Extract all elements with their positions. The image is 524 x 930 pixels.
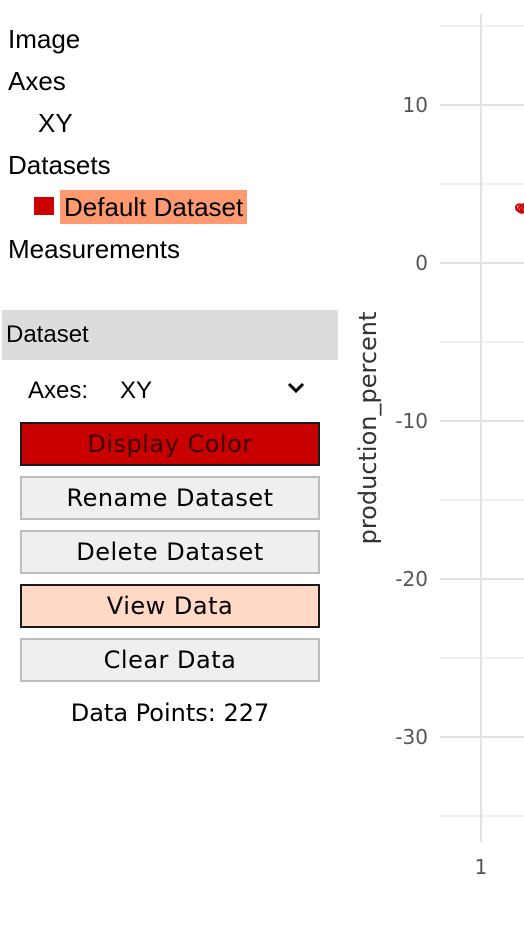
axes-select-value[interactable]: XY bbox=[120, 377, 153, 404]
tree-item-default-dataset[interactable]: Default Dataset bbox=[60, 190, 248, 224]
scatter-plot[interactable]: 10 0 -10 -20 -30 1 production_percent bbox=[340, 0, 524, 930]
y-tick-label: -10 bbox=[395, 409, 428, 433]
clear-data-button[interactable]: Clear Data bbox=[20, 638, 320, 682]
y-tick-label: 10 bbox=[403, 93, 428, 117]
axes-select[interactable]: Axes: XY bbox=[28, 374, 310, 408]
y-axis-title: production_percent bbox=[354, 312, 382, 545]
tree-item-measurements[interactable]: Measurements bbox=[8, 234, 180, 264]
dataset-color-swatch bbox=[34, 197, 54, 215]
y-tick-label: 0 bbox=[415, 251, 428, 275]
y-tick-label: -20 bbox=[395, 567, 428, 591]
dataset-panel-header: Dataset bbox=[2, 310, 338, 360]
tree-item-axes[interactable]: Axes bbox=[8, 66, 66, 96]
plot-area[interactable]: 10 0 -10 -20 -30 1 production_percent bbox=[340, 0, 524, 930]
x-tick-label: 1 bbox=[475, 855, 488, 879]
delete-dataset-button[interactable]: Delete Dataset bbox=[20, 530, 320, 574]
data-points-count: Data Points: 227 bbox=[70, 699, 270, 727]
view-data-button[interactable]: View Data bbox=[20, 584, 320, 628]
axes-select-label: Axes: bbox=[28, 377, 89, 404]
chevron-down-icon[interactable] bbox=[286, 378, 306, 398]
tree-item-axes-xy[interactable]: XY bbox=[38, 108, 73, 138]
rename-dataset-button[interactable]: Rename Dataset bbox=[20, 476, 320, 520]
tree-item-image[interactable]: Image bbox=[8, 24, 81, 54]
y-tick-label: -30 bbox=[395, 725, 428, 749]
display-color-button[interactable]: Display Color bbox=[20, 422, 320, 466]
tree-item-datasets[interactable]: Datasets bbox=[8, 150, 111, 180]
